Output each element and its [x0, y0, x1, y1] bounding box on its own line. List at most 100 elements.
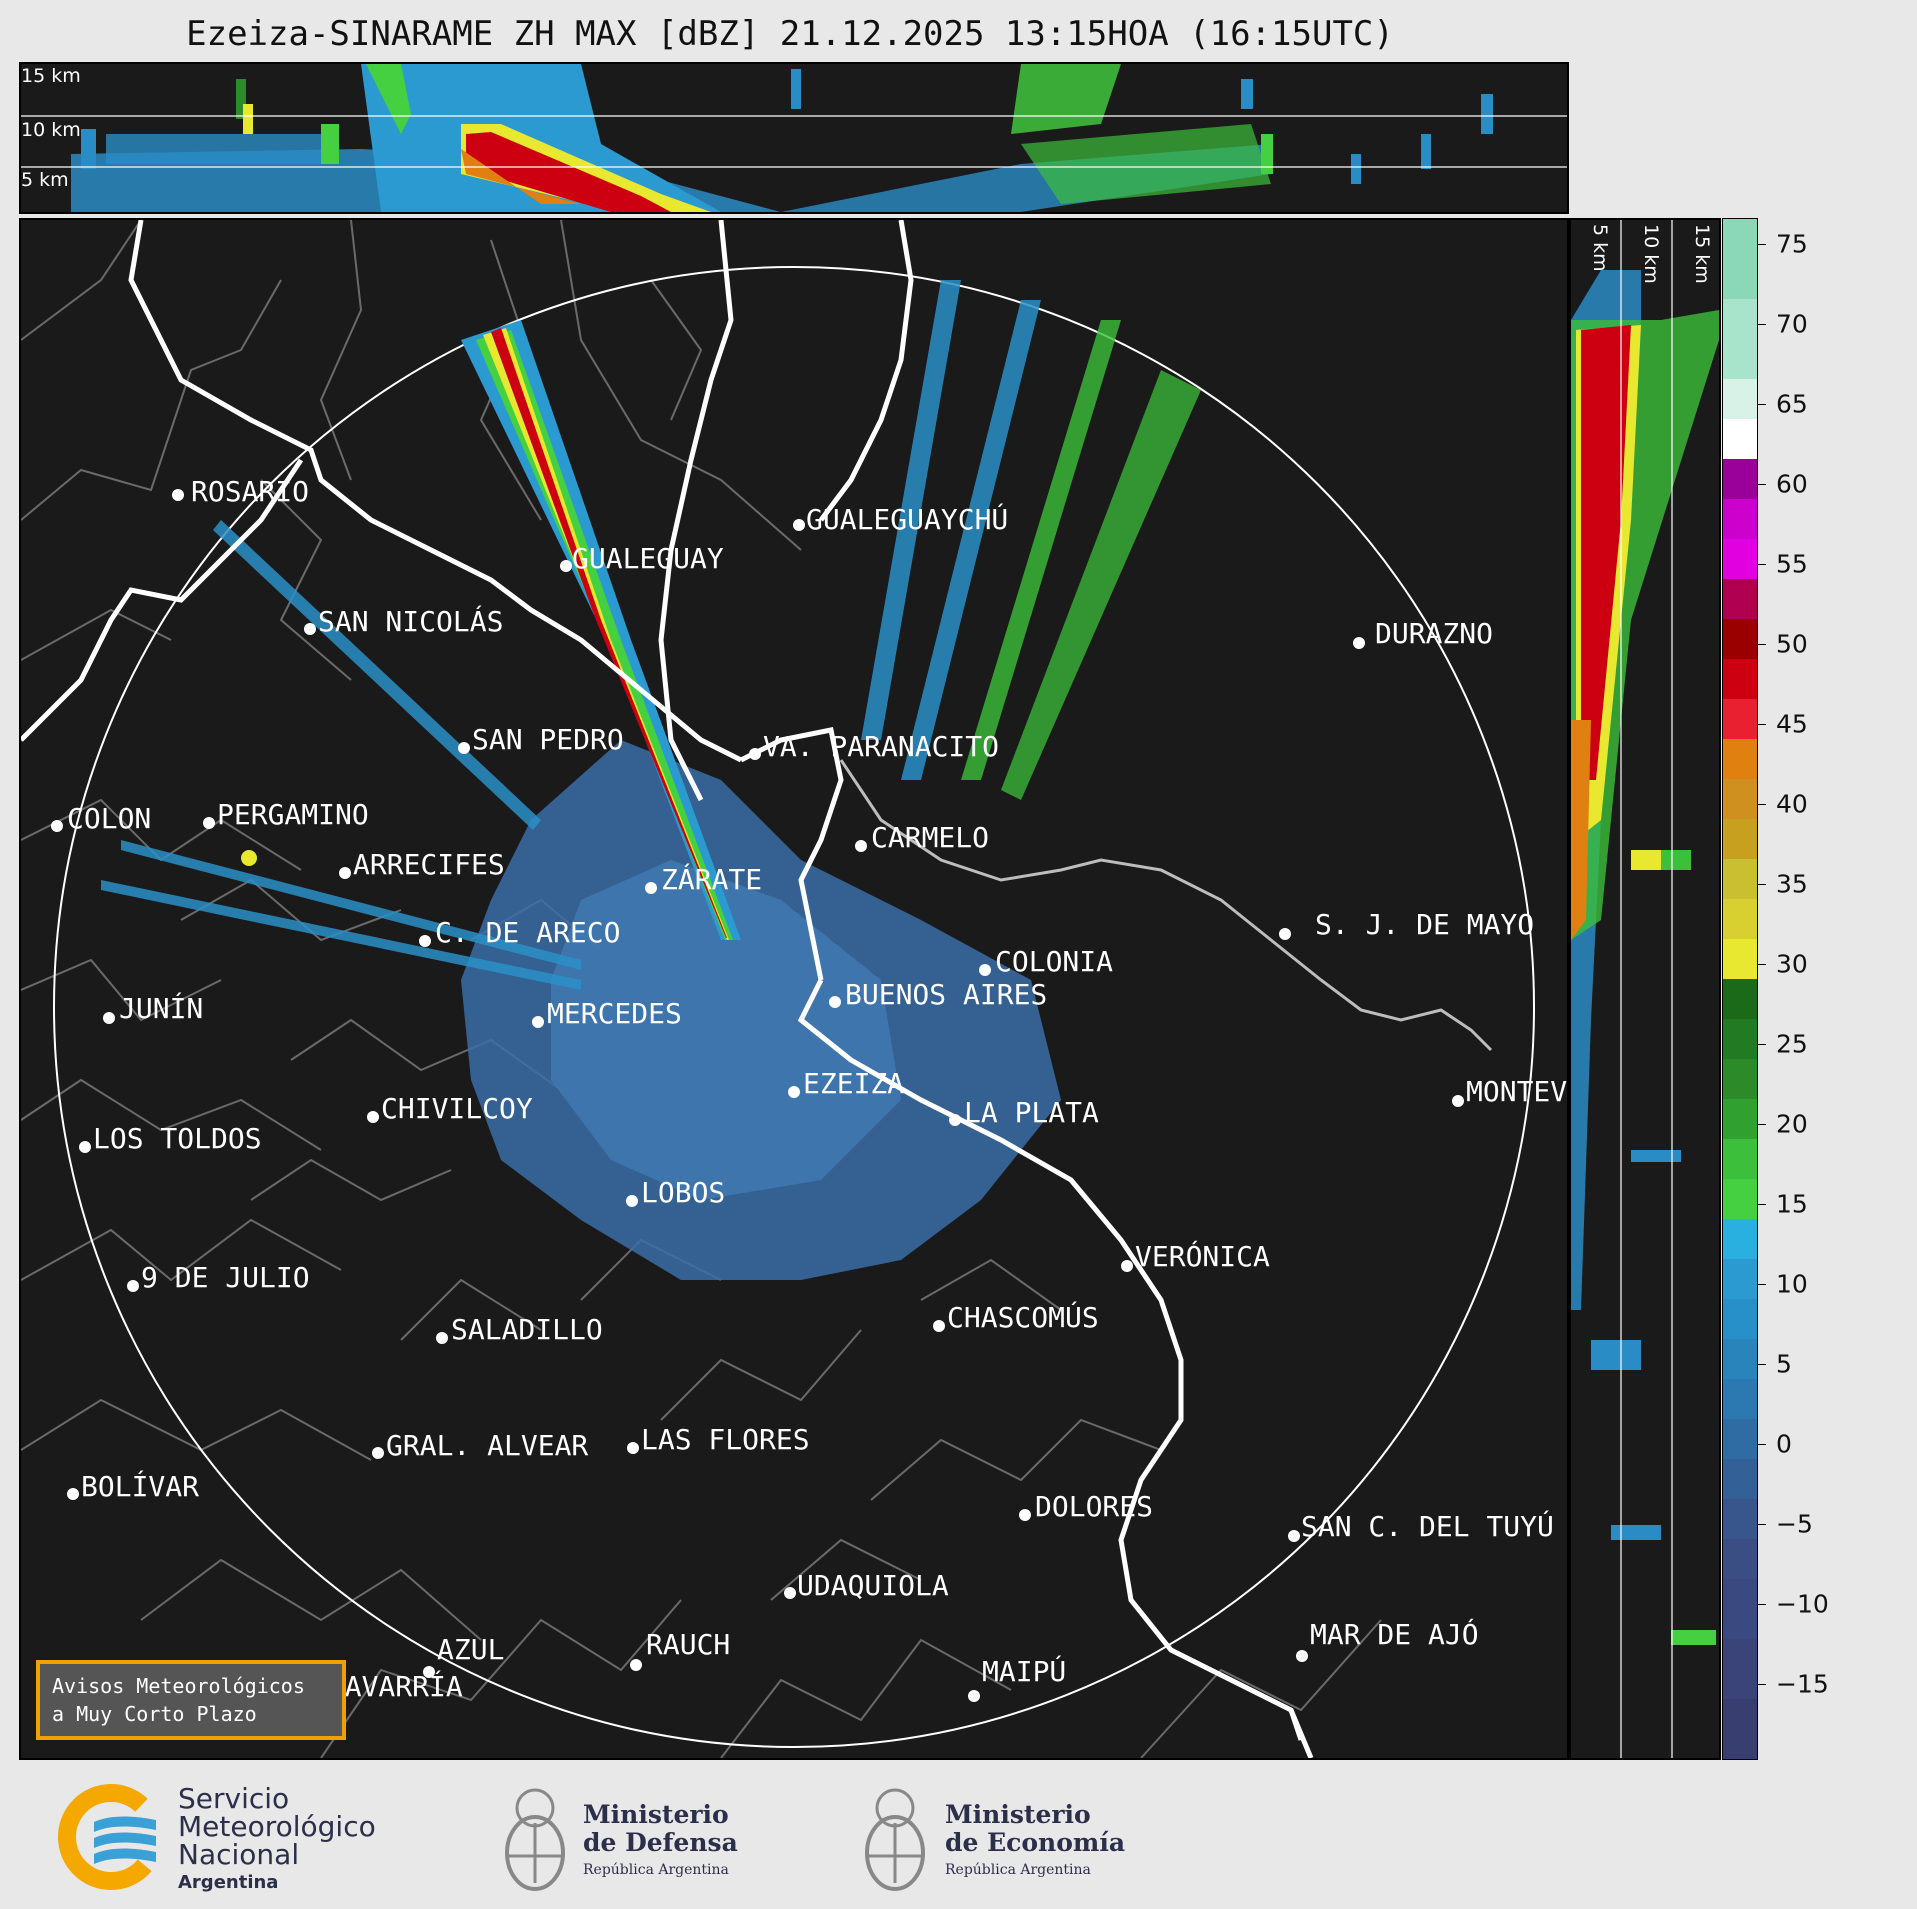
city-label-colonia: COLONIA — [995, 945, 1114, 978]
colorbar-label-40: 40 — [1776, 789, 1808, 819]
colorbar-tick-15 — [1758, 1204, 1766, 1205]
colorbar-tick-minus15 — [1758, 1684, 1766, 1685]
colorbar-tick-25 — [1758, 1044, 1766, 1045]
city-label-dolores: DOLORES — [1035, 1490, 1154, 1523]
city-dot-la-plata — [949, 1114, 961, 1126]
colorbar-tick-70 — [1758, 324, 1766, 325]
city-dot-chascomus — [933, 1320, 945, 1332]
avisos-line-2: a Muy Corto Plazo — [52, 1702, 257, 1726]
smn-line-1: Servicio — [178, 1782, 290, 1815]
colorbar-label-55: 55 — [1776, 549, 1808, 579]
city-dot-s-j-de-mayo — [1279, 928, 1291, 940]
city-label-mercedes: MERCEDES — [547, 997, 682, 1030]
city-label-mar-de-ajo: MAR DE AJÓ — [1310, 1618, 1479, 1651]
dbz-colorbar — [1722, 218, 1758, 1760]
colorbar-label-45: 45 — [1776, 709, 1808, 739]
city-label-maipu: MAIPÚ — [982, 1655, 1067, 1688]
city-dot-arrecifes — [339, 867, 351, 879]
colorbar-label-70: 70 — [1776, 309, 1808, 339]
colorbar-tick-minus10 — [1758, 1604, 1766, 1605]
colorbar-tick-75 — [1758, 244, 1766, 245]
colorbar-label-30: 30 — [1776, 949, 1808, 979]
economia-line-2: de Economía — [945, 1828, 1126, 1857]
city-dot-montevideo — [1452, 1095, 1464, 1107]
city-label-montevideo: MONTEVIDEO — [1466, 1075, 1567, 1108]
city-label-c-de-areco: C. DE ARECO — [435, 916, 621, 949]
colorbar-label-65: 65 — [1776, 389, 1808, 419]
defensa-line-3: República Argentina — [583, 1862, 729, 1878]
colorbar-label-35: 35 — [1776, 869, 1808, 899]
radar-range-circle — [53, 266, 1535, 1748]
city-dot-los-toldos — [79, 1141, 91, 1153]
city-label-veronica: VERÓNICA — [1135, 1240, 1270, 1273]
colorbar-label-minus10: −10 — [1776, 1589, 1829, 1619]
colorbar-label-15: 15 — [1776, 1189, 1808, 1219]
city-label-los-toldos: LOS TOLDOS — [93, 1122, 262, 1155]
city-dot-carmelo — [855, 840, 867, 852]
city-dot-gualeguay — [560, 560, 572, 572]
colorbar-tick-5 — [1758, 1364, 1766, 1365]
side-altitude-15km: 15 km — [1691, 224, 1713, 284]
city-dot-rauch — [630, 1659, 642, 1671]
city-dot-colon — [51, 820, 63, 832]
city-label-la-plata: LA PLATA — [964, 1096, 1099, 1129]
city-dot-san-c-del-tuyu — [1288, 1530, 1300, 1542]
city-dot-rosario — [172, 489, 184, 501]
city-label-chascomus: CHASCOMÚS — [947, 1301, 1099, 1334]
city-label-carmelo: CARMELO — [871, 821, 990, 854]
city-label-gualeguaychu: GUALEGUAYCHÚ — [806, 503, 1009, 536]
colorbar-gradient — [1723, 219, 1757, 1759]
city-label-san-nicolas: SAN NICOLÁS — [318, 605, 504, 638]
colorbar-label-0: 0 — [1776, 1429, 1792, 1459]
rivers-and-coastline — [21, 220, 1314, 1758]
radar-map[interactable]: ROSARIO GUALEGUAYCHÚ GUALEGUAY SAN NICOL… — [19, 218, 1569, 1760]
top-altitude-10km: 10 km — [21, 119, 81, 141]
colorbar-tick-20 — [1758, 1124, 1766, 1125]
city-label-udaquiola: UDAQUIOLA — [797, 1569, 949, 1602]
city-label-va-paranacito: VA. PARANACITO — [763, 730, 1000, 763]
colorbar-tick-55 — [1758, 564, 1766, 565]
side-profile-echoes — [1571, 220, 1719, 1758]
city-label-lobos: LOBOS — [641, 1176, 726, 1209]
smn-logo: Servicio Meteorológico Nacional Argentin… — [56, 1782, 386, 1893]
city-dot-buenos-aires — [829, 996, 841, 1008]
city-label-pergamino: PERGAMINO — [217, 798, 369, 831]
colorbar-tick-minus5 — [1758, 1524, 1766, 1525]
colorbar-label-50: 50 — [1776, 629, 1808, 659]
uruguay-coast — [839, 759, 1493, 1052]
city-dot-maipu — [968, 1690, 980, 1702]
avisos-button[interactable]: Avisos Meteorológicos a Muy Corto Plazo — [36, 1660, 346, 1740]
city-label-ezeiza: EZEIZA — [803, 1067, 905, 1100]
city-label-rauch: RAUCH — [646, 1628, 731, 1661]
colorbar-tick-60 — [1758, 484, 1766, 485]
city-dot-las-flores — [627, 1442, 639, 1454]
city-label-9-de-julio: 9 DE JULIO — [141, 1261, 310, 1294]
city-dot-pergamino — [203, 817, 215, 829]
city-label-durazno: DURAZNO — [1375, 617, 1494, 650]
city-dot-zarate — [645, 882, 657, 894]
radar-title: Ezeiza-SINARAME ZH MAX [dBZ] 21.12.2025 … — [186, 14, 1394, 54]
city-dot-saladillo — [436, 1332, 448, 1344]
city-dot-mercedes — [532, 1016, 544, 1028]
city-label-colon: COLON — [67, 802, 152, 835]
coat-of-arms-icon — [505, 1788, 565, 1891]
city-dot-azul — [423, 1666, 435, 1678]
radar-echoes — [101, 280, 1201, 1280]
top-altitude-5km: 5 km — [21, 169, 69, 191]
city-label-san-c-del-tuyu: SAN C. DEL TUYÚ — [1301, 1510, 1554, 1543]
city-label-arrecifes: ARRECIFES — [353, 848, 505, 881]
city-label-s-j-de-mayo: S. J. DE MAYO — [1315, 908, 1535, 941]
city-label-saladillo: SALADILLO — [451, 1313, 603, 1346]
smn-line-4: Argentina — [178, 1872, 279, 1893]
city-label-buenos-aires: BUENOS AIRES — [845, 978, 1048, 1011]
colorbar-label-25: 25 — [1776, 1029, 1808, 1059]
city-label-gualeguay: GUALEGUAY — [572, 542, 724, 575]
colorbar-label-20: 20 — [1776, 1109, 1808, 1139]
colorbar-label-10: 10 — [1776, 1269, 1808, 1299]
avisos-line-1: Avisos Meteorológicos — [52, 1674, 305, 1698]
colorbar-label-60: 60 — [1776, 469, 1808, 499]
top-vertical-profile-panel: 15 km 10 km 5 km — [19, 62, 1569, 214]
city-label-rosario: ROSARIO — [191, 475, 310, 508]
smn-line-3: Nacional — [178, 1838, 300, 1871]
side-altitude-10km: 10 km — [1640, 224, 1662, 284]
